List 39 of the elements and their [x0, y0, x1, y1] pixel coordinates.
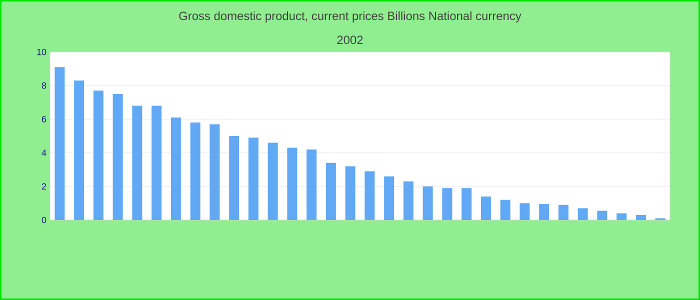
y-tick-label: 2 [42, 183, 46, 190]
chart-subtitle: 2002 [337, 36, 363, 44]
bar [210, 124, 220, 220]
bar [422, 186, 433, 220]
bar [539, 204, 550, 220]
bar [364, 171, 375, 220]
bar [480, 196, 491, 220]
bar [326, 162, 336, 220]
bar [112, 94, 123, 220]
bar [74, 80, 84, 220]
bar [500, 200, 510, 220]
y-tick-label: 6 [42, 116, 46, 122]
bar [190, 122, 200, 220]
bar [384, 176, 394, 220]
bar [132, 106, 142, 220]
bar [578, 208, 588, 220]
bar [636, 214, 646, 220]
bar [345, 166, 356, 220]
bar [462, 188, 472, 220]
bar [170, 118, 181, 220]
y-tick-label: 8 [42, 82, 46, 89]
bar [152, 106, 162, 220]
bar [248, 138, 258, 220]
y-tick-label: 4 [42, 150, 46, 156]
bar [54, 67, 65, 220]
chart-title: Gross domestic product, current prices Billions National currency [179, 11, 522, 22]
bar [287, 148, 298, 220]
bar [597, 210, 608, 220]
bar [93, 90, 104, 220]
bar [520, 203, 530, 220]
bar [306, 149, 317, 220]
bar [229, 136, 240, 220]
y-tick-label: 0 [42, 216, 46, 224]
bar [268, 142, 278, 220]
bar [442, 188, 452, 220]
bar [616, 213, 627, 220]
bar [558, 204, 568, 220]
bar [403, 181, 414, 220]
y-tick-label: 10 [37, 48, 46, 56]
